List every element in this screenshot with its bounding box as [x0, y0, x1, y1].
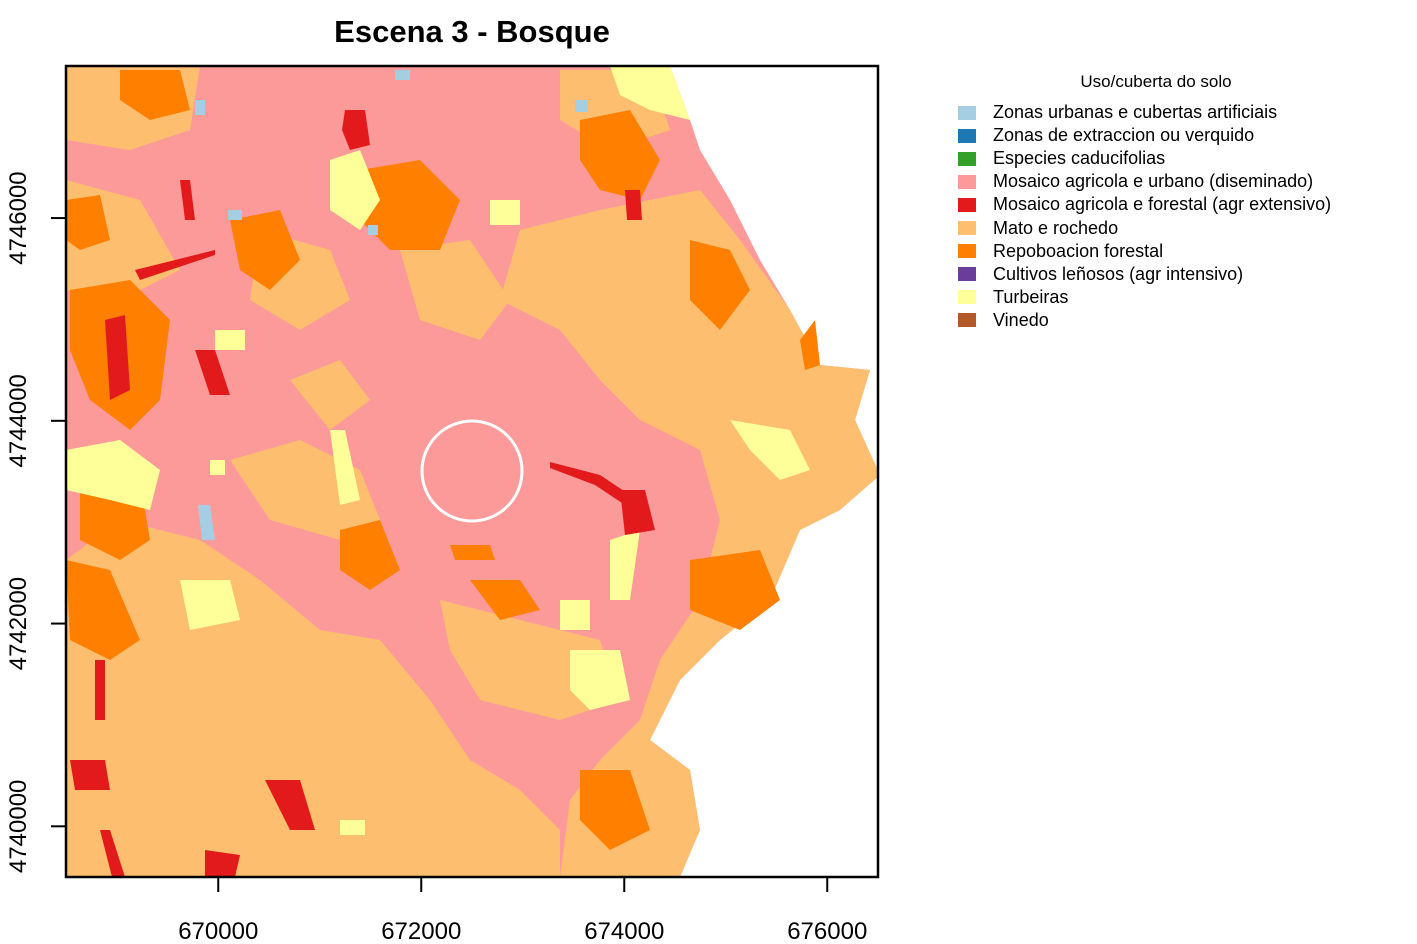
legend-item: Zonas de extraccion ou verquido — [958, 124, 1354, 147]
legend-swatch — [958, 244, 976, 259]
legend-items: Zonas urbanas e cubertas artificiais Zona… — [958, 101, 1354, 332]
legend-item: Mosaico agricola e urbano (diseminado) — [958, 170, 1354, 193]
legend-label: Especies caducifolias — [993, 148, 1166, 169]
study-circle-marker — [420, 419, 524, 523]
legend-label: Mosaico agricola e urbano (diseminado) — [993, 171, 1314, 192]
x-tick-label: 676000 — [787, 918, 867, 944]
legend-swatch — [958, 197, 976, 212]
y-tick-label: 4740000 — [5, 780, 32, 873]
area-turbeiras — [66, 66, 810, 835]
y-tick-label: 4744000 — [5, 374, 32, 467]
page-title: Escena 3 - Bosque — [334, 14, 610, 49]
legend-swatch — [958, 105, 976, 120]
legend-label: Mato e rochedo — [993, 217, 1119, 238]
legend-item: Vinedo — [958, 309, 1354, 332]
legend-swatch — [958, 151, 976, 166]
x-tick-label: 672000 — [381, 918, 461, 944]
legend-item: Mato e rochedo — [958, 216, 1354, 239]
area-mosaico-agricola-forestal — [70, 110, 655, 877]
legend: Uso/cuberta do solo Zonas urbanas e cube… — [958, 72, 1354, 332]
x-tick-label: 670000 — [178, 918, 258, 944]
x-tick-label: 674000 — [584, 918, 664, 944]
legend-item: Zonas urbanas e cubertas artificiais — [958, 101, 1354, 124]
legend-label: Repoboacion forestal — [993, 240, 1164, 261]
x-axis: 670000 672000 674000 676000 — [178, 877, 867, 944]
plot-frame — [64, 64, 880, 879]
legend-label: Zonas urbanas e cubertas artificiais — [993, 102, 1278, 123]
land-cover-raster — [66, 66, 878, 877]
legend-swatch — [958, 267, 976, 282]
legend-label: Cultivos leñosos (agr intensivo) — [993, 263, 1244, 284]
y-axis: 4740000 4742000 4744000 4746000 — [5, 171, 66, 873]
legend-label: Vinedo — [993, 309, 1049, 330]
legend-swatch — [958, 313, 976, 328]
y-tick-label: 4742000 — [5, 577, 32, 670]
legend-swatch — [958, 290, 976, 305]
legend-item: Repoboacion forestal — [958, 240, 1354, 263]
legend-swatch — [958, 128, 976, 143]
legend-item: Especies caducifolias — [958, 147, 1354, 170]
legend-label: Turbeiras — [993, 286, 1069, 307]
legend-title: Uso/cuberta do solo — [1080, 72, 1232, 91]
legend-item: Mosaico agricola e forestal (agr extensi… — [958, 193, 1354, 216]
legend-label: Mosaico agricola e forestal (agr extensi… — [993, 194, 1332, 215]
legend-swatch — [958, 221, 976, 236]
y-tick-label: 4746000 — [5, 171, 32, 264]
legend-swatch — [958, 174, 976, 189]
legend-item: Turbeiras — [958, 286, 1354, 309]
area-zonas-urbanas — [195, 70, 588, 540]
legend-item: Cultivos leñosos (agr intensivo) — [958, 263, 1354, 286]
legend-label: Zonas de extraccion ou verquido — [993, 125, 1255, 146]
